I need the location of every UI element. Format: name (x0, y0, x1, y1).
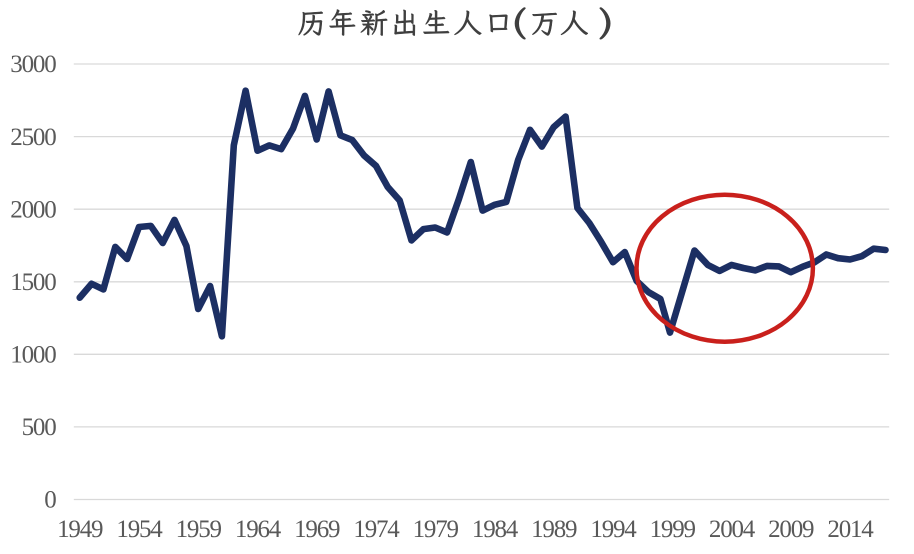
svg-text:500: 500 (22, 414, 57, 441)
svg-text:2500: 2500 (10, 124, 56, 151)
svg-text:1984: 1984 (472, 516, 519, 543)
svg-text:1000: 1000 (10, 342, 56, 369)
svg-text:2004: 2004 (709, 516, 756, 543)
svg-text:2000: 2000 (10, 196, 56, 223)
svg-text:1974: 1974 (353, 516, 400, 543)
svg-text:3000: 3000 (10, 51, 56, 78)
svg-text:1994: 1994 (590, 516, 637, 543)
svg-text:1999: 1999 (650, 516, 696, 543)
svg-text:2009: 2009 (768, 516, 814, 543)
svg-text:1949: 1949 (57, 516, 103, 543)
svg-text:1954: 1954 (116, 516, 163, 543)
svg-text:1500: 1500 (10, 269, 56, 296)
svg-text:0: 0 (44, 487, 56, 514)
svg-text:1989: 1989 (531, 516, 577, 543)
svg-text:1964: 1964 (235, 516, 282, 543)
svg-text:1969: 1969 (294, 516, 340, 543)
svg-text:1959: 1959 (176, 516, 222, 543)
svg-text:1979: 1979 (413, 516, 459, 543)
svg-text:2014: 2014 (827, 516, 874, 543)
